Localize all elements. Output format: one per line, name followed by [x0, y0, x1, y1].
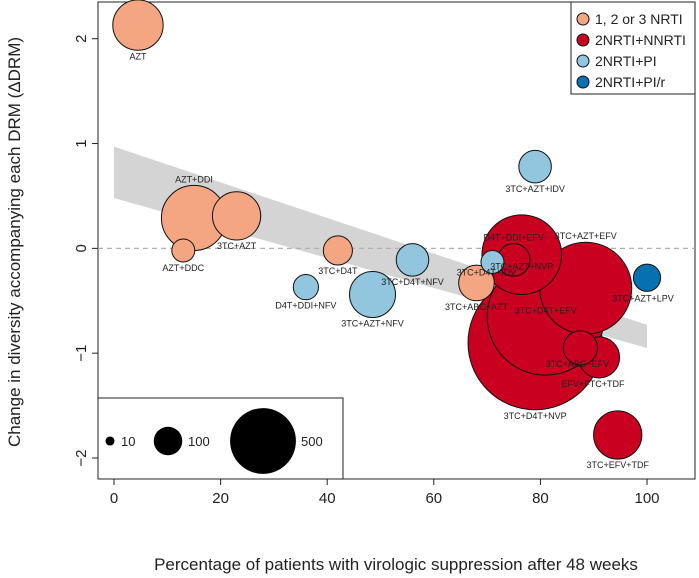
point-label: 3TC+AZT+EFV — [555, 231, 617, 241]
x-tick-label: 100 — [635, 490, 660, 507]
legend-label: 2NRTI+NNRTI — [595, 32, 686, 48]
point-label: 3TC+AZT — [217, 241, 257, 251]
point-label: AZT+DDI — [175, 174, 213, 184]
data-point — [593, 410, 643, 460]
size-legend-label: 10 — [121, 434, 135, 449]
point-label: 3TC+ABC+EFV — [546, 359, 610, 369]
x-tick-label: 0 — [110, 490, 118, 507]
point-label: 3TC+AZT+NFV — [341, 318, 404, 328]
data-point — [518, 149, 552, 184]
data-point — [395, 243, 430, 277]
point-label: 3TC+D4T+NVP — [504, 411, 567, 421]
data-point — [480, 249, 505, 274]
point-label: 3TC+D4T+EFV — [515, 306, 577, 316]
data-point — [349, 270, 397, 318]
x-axis-title: Percentage of patients with virologic su… — [154, 555, 638, 574]
point-label: 3TC+D4T+IDV — [457, 267, 517, 277]
size-legend-label: 500 — [301, 434, 323, 449]
legend-swatch — [576, 54, 590, 68]
x-tick-label: 20 — [212, 490, 229, 507]
point-label: 3TC+AZT+NVP — [490, 262, 553, 272]
y-tick-label: −2 — [73, 449, 90, 466]
data-point — [632, 263, 662, 292]
x-tick-label: 40 — [319, 490, 336, 507]
data-point — [562, 330, 598, 366]
data-point — [112, 0, 164, 51]
legend-label: 2NRTI+PI — [595, 53, 657, 69]
y-tick-label: 2 — [73, 35, 90, 43]
point-label: 3TC+ABC+AZT — [445, 302, 509, 312]
x-tick-label: 80 — [532, 490, 549, 507]
color-legend — [570, 1, 696, 95]
point-label: 3TC+AZT+LPV — [612, 293, 674, 303]
data-point — [211, 191, 262, 241]
point-label: 3TC+EFV+TDF — [586, 460, 649, 470]
legend-swatch — [576, 12, 590, 26]
y-tick-label: 1 — [73, 139, 90, 147]
y-tick-label: −1 — [73, 345, 90, 362]
legend-swatch — [576, 75, 590, 89]
legend-label: 2NRTI+PI/r — [595, 74, 665, 90]
legend-label: 1, 2 or 3 NRTI — [595, 11, 683, 27]
data-point — [322, 235, 353, 266]
data-point — [171, 238, 196, 263]
data-point — [292, 274, 319, 301]
size-legend-bubble — [105, 436, 115, 446]
y-tick-label: 0 — [73, 244, 90, 252]
plot-frame — [97, 1, 696, 480]
point-label: D4T+DDI+NFV — [275, 301, 336, 311]
point-label: 3TC+D4T — [318, 266, 358, 276]
point-label: AZT — [129, 51, 147, 61]
size-legend-bubble — [230, 408, 296, 474]
y-axis-title: Change in diversity accompanying each DR… — [5, 37, 24, 447]
legend-swatch — [576, 33, 590, 47]
x-tick-label: 60 — [425, 490, 442, 507]
point-label: EFV+FTC+TDF — [562, 379, 626, 389]
point-label: D4T+DDI+EFV — [484, 233, 545, 243]
point-label: 3TC+D4T+NFV — [381, 277, 444, 287]
size-legend — [97, 397, 344, 480]
size-legend-label: 100 — [188, 434, 210, 449]
size-legend-bubble — [153, 426, 183, 456]
point-label: 3TC+AZT+IDV — [505, 184, 565, 194]
data-point — [458, 264, 495, 302]
point-label: AZT+DDC — [162, 263, 204, 273]
